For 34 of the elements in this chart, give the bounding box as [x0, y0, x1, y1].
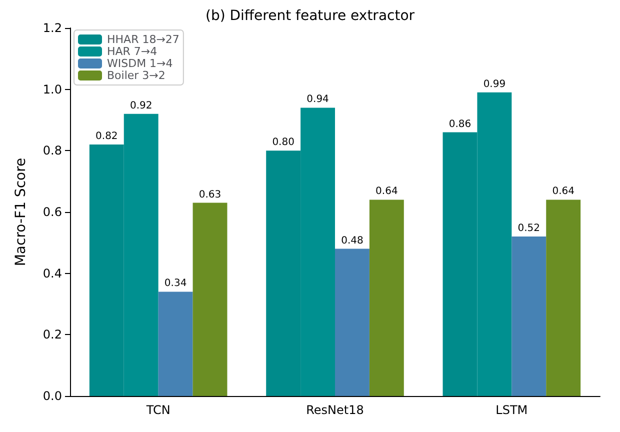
data-label: 0.48 — [341, 235, 364, 246]
legend-label: HHAR 18→27 — [107, 33, 180, 46]
y-axis-title: Macro-F1 Score — [13, 158, 29, 266]
data-label: 0.64 — [552, 186, 574, 198]
bar — [546, 200, 581, 396]
legend-label: HAR 7→4 — [107, 45, 158, 58]
bar — [369, 200, 404, 396]
data-label: 0.34 — [164, 278, 187, 290]
y-tick-label: 0.6 — [42, 205, 62, 219]
legend-label: WISDM 1→4 — [107, 57, 173, 70]
y-tick-label: 1.0 — [42, 82, 62, 96]
data-label: 0.80 — [272, 137, 294, 148]
y-tick-label: 0.0 — [42, 389, 62, 403]
bar — [192, 202, 228, 396]
x-tick-label: ResNet18 — [306, 403, 364, 417]
y-tick-label: 1.2 — [42, 21, 62, 35]
bar — [158, 292, 193, 396]
data-label: 0.86 — [448, 118, 472, 130]
y-tick-label: 0.4 — [42, 266, 62, 280]
data-label: 0.92 — [130, 100, 152, 112]
y-tick-label: 0.8 — [42, 144, 62, 158]
bar — [512, 236, 546, 396]
data-label: 0.64 — [376, 186, 398, 198]
data-label: 0.99 — [483, 78, 506, 90]
bar — [335, 248, 370, 396]
y-tick-label: 0.2 — [42, 328, 62, 342]
x-tick-label: TCN — [145, 403, 170, 417]
data-label: 0.82 — [96, 131, 118, 142]
data-label: 0.63 — [198, 189, 222, 200]
data-label: 0.52 — [518, 223, 540, 234]
data-label: 0.94 — [306, 94, 329, 106]
x-tick-label: LSTM — [496, 403, 528, 417]
legend-label: Boiler 3→2 — [107, 69, 166, 82]
chart-title: (b) Different feature extractor — [205, 8, 415, 24]
